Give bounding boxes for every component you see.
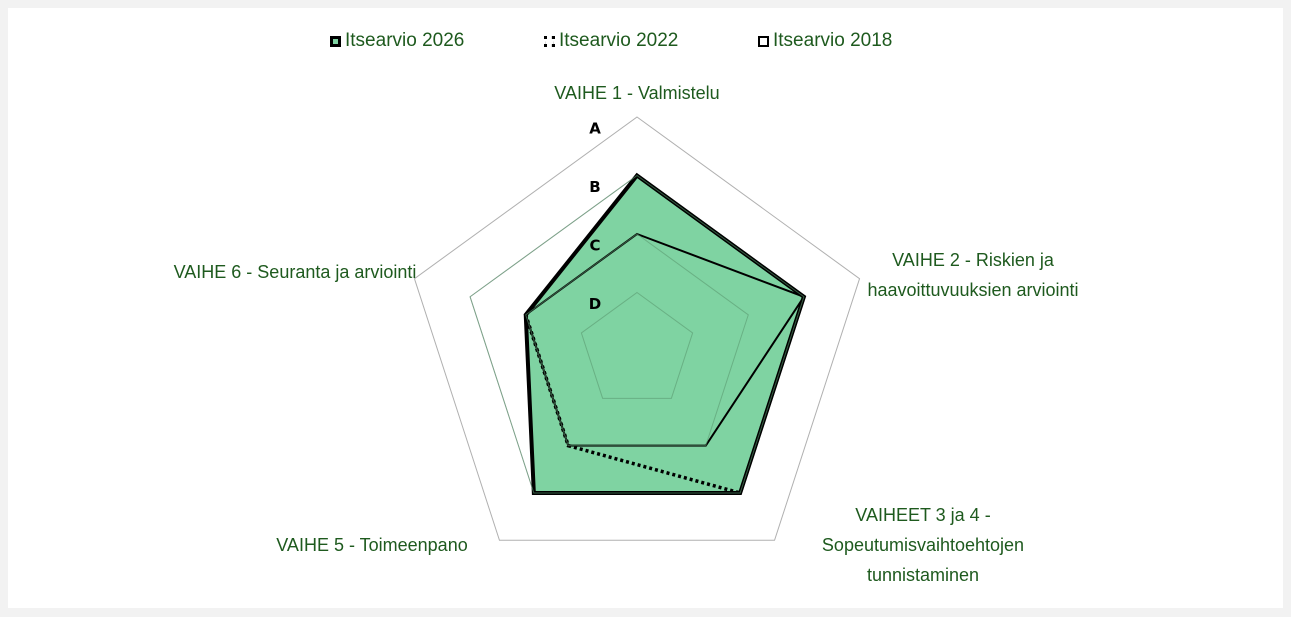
axis-label: VAIHEET 3 ja 4 - Sopeutumisvaihtoehtojen… <box>821 505 1025 585</box>
legend-item: Itsearvio 2026 <box>330 30 464 52</box>
tick-label: C <box>589 237 600 255</box>
grid-ring-overlay <box>580 291 694 399</box>
axis-label: VAIHE 6 - Seuranta ja arviointi <box>173 262 417 282</box>
legend-swatch <box>330 35 341 47</box>
grid-ring <box>413 116 861 541</box>
legend-swatch <box>544 35 555 47</box>
legend-item: Itsearvio 2018 <box>758 30 892 52</box>
grid-ring-overlay <box>525 233 749 447</box>
tick-label: A <box>589 120 601 138</box>
series-1 <box>523 173 806 496</box>
axis-label: VAIHE 2 - Riskien ja haavoittuvuuksien a… <box>867 250 1079 300</box>
axis-label: VAIHE 5 - Toimeenpano <box>276 535 468 555</box>
legend-label: Itsearvio 2026 <box>345 30 465 51</box>
tick-label: B <box>589 178 600 196</box>
axis-label: VAIHE 1 - Valmistelu <box>554 83 720 103</box>
tick-label: D <box>589 295 601 313</box>
legend-swatch <box>758 35 769 47</box>
legend-label: Itsearvio 2022 <box>559 30 679 51</box>
legend-item: Itsearvio 2022 <box>544 30 678 52</box>
grid-ring-overlay <box>469 174 805 494</box>
legend-label: Itsearvio 2018 <box>773 30 893 51</box>
